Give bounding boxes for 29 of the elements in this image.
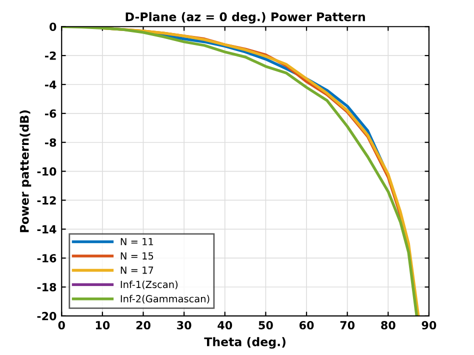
y-tick-label: -20 [37, 312, 56, 320]
y-tick-label: -6 [45, 109, 56, 118]
x-tick-label: 30 [177, 321, 192, 330]
x-tick-label: 80 [381, 321, 396, 330]
legend-label: N = 15 [120, 252, 154, 260]
legend-label: Inf-1(Zscan) [120, 280, 178, 290]
x-tick-label: 60 [299, 321, 314, 330]
x-tick-label: 0 [58, 321, 65, 330]
y-tick-label: -4 [45, 80, 56, 89]
x-tick-label: 10 [96, 321, 110, 330]
y-tick-label: -10 [37, 167, 56, 176]
chart-title: D-Plane (az = 0 deg.) Power Pattern [126, 12, 365, 24]
x-tick-label: 90 [422, 321, 436, 330]
x-tick-label: 40 [218, 321, 232, 330]
legend-label: Inf-2(Gammascan) [120, 294, 210, 304]
x-tick-label: 70 [340, 321, 355, 330]
y-tick-label: -14 [37, 225, 56, 234]
y-tick-label: -18 [37, 282, 56, 292]
y-tick-label: -2 [45, 52, 56, 60]
y-tick-label: -8 [45, 138, 56, 147]
legend-label: N = 11 [120, 238, 154, 246]
legend-label: N = 17 [120, 266, 154, 274]
x-tick-label: 20 [136, 321, 150, 330]
y-tick-label: -16 [37, 254, 56, 262]
x-axis-title: Theta (deg.) [204, 337, 286, 349]
y-axis-title: Power pattern(dB) [20, 110, 32, 232]
x-tick-label: 50 [258, 321, 273, 330]
y-tick-label: -12 [37, 196, 56, 204]
y-tick-label: 0 [50, 22, 56, 32]
